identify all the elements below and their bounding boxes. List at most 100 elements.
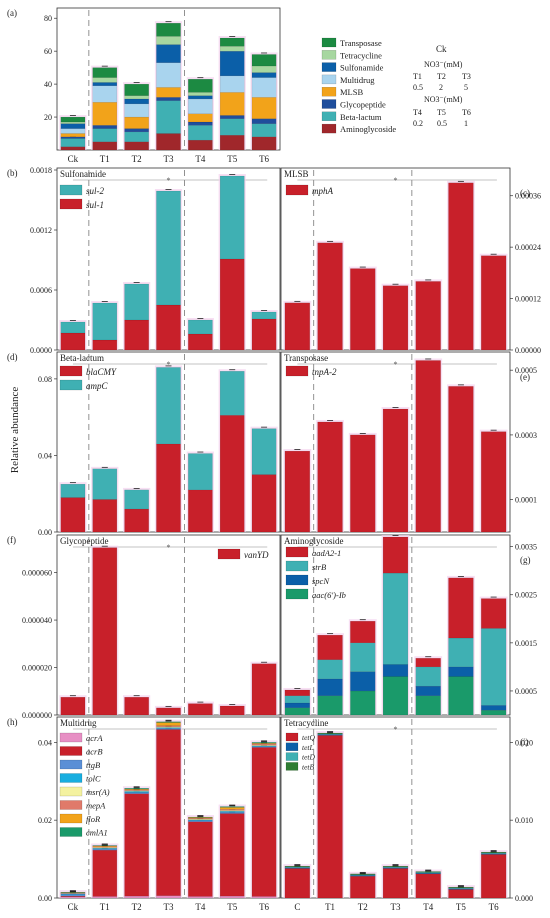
bar-ttgb-t4 xyxy=(188,820,213,822)
legend-swatch-strb xyxy=(285,560,309,572)
bar-mepa-t3 xyxy=(156,725,181,727)
y-tick-label: 60 xyxy=(44,47,52,56)
bar-tetb-t5 xyxy=(448,886,474,889)
bar-blacmy-t6 xyxy=(251,474,277,533)
bar-strb-ck xyxy=(284,695,310,704)
bar-sul-2-t3 xyxy=(156,190,181,306)
bar-tetb-t6 xyxy=(481,851,507,854)
bar-tolc-t2 xyxy=(124,791,149,793)
y-tick-label: 0.0006 xyxy=(30,286,52,295)
bar-ampc-t2 xyxy=(124,489,149,510)
bar-aminoglycoside-t5 xyxy=(219,135,245,151)
bar-ampc-t3 xyxy=(156,367,181,445)
panel-h: *CkT1T2T3T4T5T60.000.020.04(h)Multidruga… xyxy=(7,716,281,912)
bar-sul-1-t3 xyxy=(156,304,181,351)
bar-tnpa-2-t2 xyxy=(350,434,376,533)
bar-glycopeptide-t3 xyxy=(156,97,181,101)
bar-ampc-ck xyxy=(60,484,86,498)
y-tick-label: 0.00012 xyxy=(515,295,541,304)
panel-title: Glycopeptide xyxy=(60,536,109,546)
panel-d: * 0.00 0.04 0.08 (d) Beta-lactum blaCMY ampC xyxy=(7,351,281,537)
legend-value-t5: 0.5 xyxy=(437,119,447,128)
bar-glycopeptide-t1 xyxy=(92,125,118,129)
bar-aada2-1-t1 xyxy=(317,634,343,660)
bar-ampc-t5 xyxy=(219,371,245,416)
bar-acrb-t3 xyxy=(156,729,181,896)
bar-beta-lactum-t4 xyxy=(188,125,213,141)
bar-multidrug-t5 xyxy=(219,75,245,93)
bar-glycopeptide-t5 xyxy=(219,115,245,119)
bar-tetq-t6 xyxy=(481,854,507,899)
bar-aada2-1-ck xyxy=(284,689,310,696)
bar-strb-t3 xyxy=(382,572,409,665)
bar-mlsb-t2 xyxy=(124,116,149,129)
legend-label-tetd: tetD xyxy=(302,753,315,762)
bar-aada2-1-t2 xyxy=(350,621,376,643)
panel-g: *0.00050.00150.00250.0035(g)Aminoglycosi… xyxy=(280,534,537,716)
legend-label-spcn: spcN xyxy=(312,576,330,586)
legend-swatch-acrb xyxy=(59,746,83,756)
bar-tetl-t6 xyxy=(481,853,507,855)
legend-swatch-mepa xyxy=(59,800,83,810)
panel-title: Multidrug xyxy=(60,718,97,728)
x-tick-label-t6: T6 xyxy=(489,902,499,912)
bar-mepa-t5 xyxy=(219,809,245,811)
legend-label-glycopeptide: Glycopeptide xyxy=(340,100,386,110)
bar-spcn-t3 xyxy=(382,664,409,677)
panel-tag: (b) xyxy=(7,168,18,178)
bar-spcn-t5 xyxy=(448,666,474,677)
bar-vanyd-t5 xyxy=(219,705,245,716)
legend-label-multidrug: Multidrug xyxy=(340,75,375,85)
bar-aac-6-ib-t4 xyxy=(415,695,441,716)
bar-tnpa-2-t5 xyxy=(448,386,474,533)
bar-beta-lactum-t6 xyxy=(251,123,277,137)
bar-ttgb-t1 xyxy=(92,848,118,851)
legend-group-t6: T6 xyxy=(462,108,471,117)
bar-aac-6-ib-t3 xyxy=(382,676,409,716)
bar-tnpa-2-t4 xyxy=(415,360,441,533)
bar-ttgb-t5 xyxy=(219,812,245,814)
significance-mark: * xyxy=(394,725,398,734)
bar-aac-6-ib-t6 xyxy=(481,710,507,716)
y-tick-label: 0.04 xyxy=(38,451,52,460)
bar-mpha-t5 xyxy=(448,182,474,351)
bar-tnpa-2-t1 xyxy=(317,421,343,533)
y-tick-label: 0.00036 xyxy=(515,192,541,201)
panel-a: Ck T1 T2 T3 T4 T5 T6 20 40 60 80 (a) Transposase Tetr… xyxy=(7,7,396,164)
bar-blacmy-ck xyxy=(60,497,86,533)
panel-tag: (i) xyxy=(520,737,529,747)
bar-acra-t2 xyxy=(124,895,149,899)
bar-strb-t4 xyxy=(415,666,441,687)
bar-beta-lactum-ck xyxy=(60,138,86,147)
bar-blacmy-t4 xyxy=(188,489,213,533)
y-tick-label: 0.0000 xyxy=(30,346,52,355)
bar-strb-t6 xyxy=(481,628,507,706)
legend-group-t5: T5 xyxy=(437,108,446,117)
legend-label-tnpa-2: tnpA-2 xyxy=(312,367,337,377)
legend-group-t1: T1 xyxy=(413,72,422,81)
y-tick-label: 0.02 xyxy=(38,816,52,825)
panel-tag: (a) xyxy=(7,8,17,18)
legend-swatch-aac-6-ib xyxy=(285,588,309,600)
legend-label-acrb: acrB xyxy=(86,747,103,757)
bar-sul-2-t6 xyxy=(251,311,277,320)
panel-tag: (f) xyxy=(7,535,16,545)
x-tick-label-t5: T5 xyxy=(227,902,237,912)
panels-group: Ck T1 T2 T3 T4 T5 T6 20 40 60 80 (a) Transposase Tetr… xyxy=(7,7,541,912)
bar-acra-ck xyxy=(60,896,86,899)
bar-tnpa-2-ck xyxy=(284,450,310,533)
bar-multidrug-t6 xyxy=(251,77,277,98)
bar-beta-lactum-t5 xyxy=(219,118,245,136)
y-tick-label: 20 xyxy=(44,113,52,122)
bar-cmla1-t2 xyxy=(124,788,149,790)
bar-mlsb-ck xyxy=(60,133,86,137)
bar-aada2-1-t6 xyxy=(481,598,507,629)
legend-swatch-ttgb xyxy=(59,759,83,770)
y-tick-label: 0.000 xyxy=(515,894,533,903)
legend-label-sul-2: sul-2 xyxy=(86,186,105,196)
bar-acra-t6 xyxy=(251,896,277,899)
legend-swatch-cmla1 xyxy=(59,827,83,837)
legend-swatch-beta-lactum xyxy=(321,111,337,122)
legend-swatch-acra xyxy=(59,732,83,743)
